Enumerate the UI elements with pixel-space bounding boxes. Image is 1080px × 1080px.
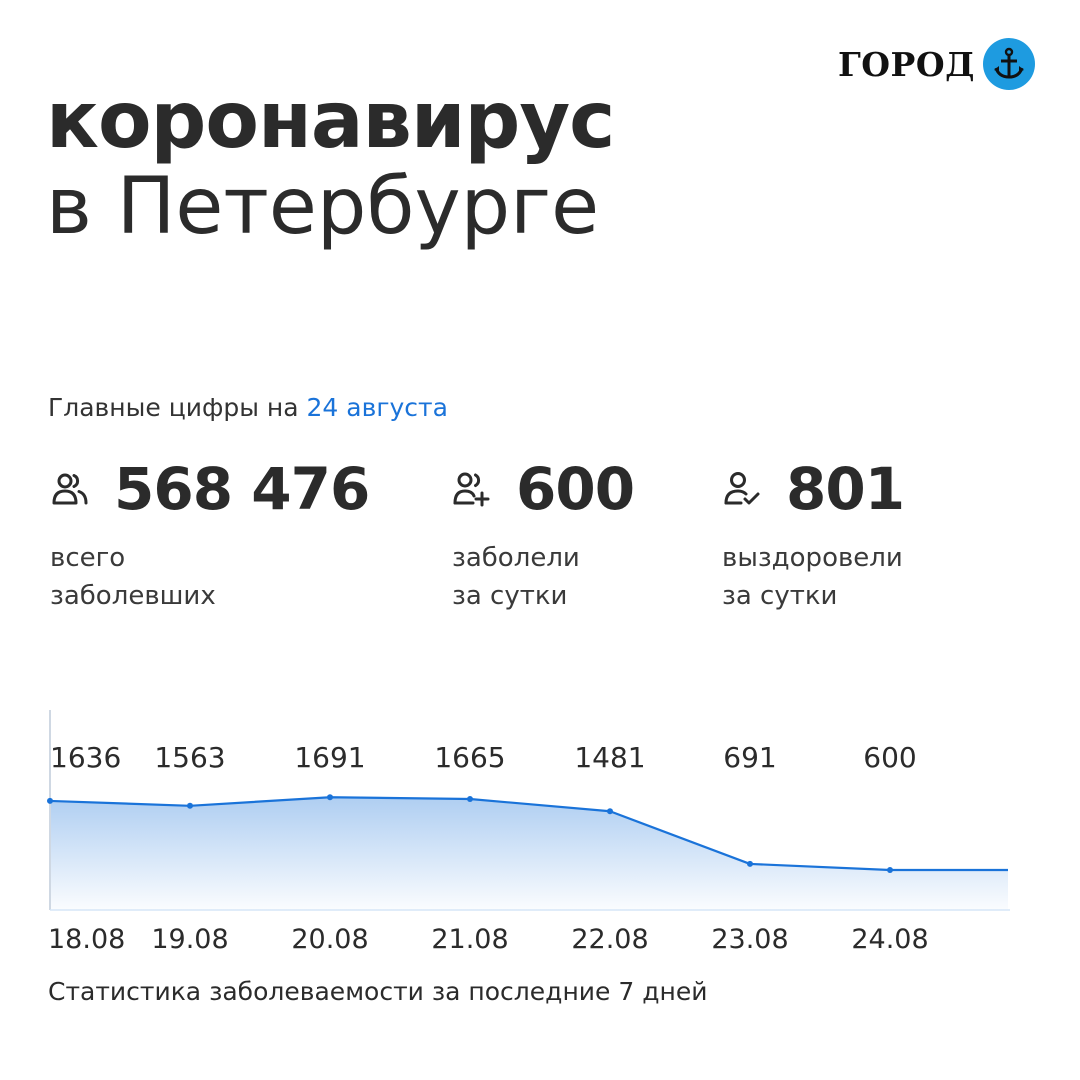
stat-new-cases-label-2: за сутки xyxy=(452,581,568,611)
chart-caption: Статистика заболеваемости за последние 7… xyxy=(48,977,708,1006)
chart-point-21.08 xyxy=(467,796,473,802)
person-add-icon xyxy=(453,472,490,507)
cases-area-chart: 1636 1563 1691 1665 1481 691 600 18.08 19.08 20.… xyxy=(47,710,1010,955)
stat-total-cases-label-2: заболевших xyxy=(50,581,216,611)
chart-x-tick-23.08: 23.08 xyxy=(711,924,788,955)
chart-x-tick-19.08: 19.08 xyxy=(151,924,228,955)
chart-value-label-19.08: 1563 xyxy=(154,741,225,774)
stat-recovered-label-1: выздоровели xyxy=(722,543,903,573)
chart-point-22.08 xyxy=(607,808,613,815)
chart-x-tick-24.08: 24.08 xyxy=(851,924,928,955)
stat-recovered-value: 801 xyxy=(786,455,905,523)
chart-x-tick-18.08: 18.08 xyxy=(48,924,125,955)
anchor-icon xyxy=(982,38,1035,90)
chart-value-label-22.08: 1481 xyxy=(574,741,645,774)
brand-name: ГОРОД xyxy=(838,44,975,84)
page-subtitle: в Петербурге xyxy=(46,162,600,252)
chart-x-tick-20.08: 20.08 xyxy=(291,924,368,955)
stat-new-cases: 600 заболели за сутки xyxy=(452,455,635,615)
chart-point-18.08 xyxy=(47,797,53,804)
chart-point-23.08 xyxy=(747,860,753,867)
stat-total-cases-value: 568 476 xyxy=(114,455,370,523)
chart-x-tick-21.08: 21.08 xyxy=(431,924,508,955)
person-check-icon xyxy=(724,472,760,505)
key-figures-prefix: Главные цифры на xyxy=(48,393,299,422)
stat-recovered-label-2: за сутки xyxy=(722,581,838,611)
stat-new-cases-label-1: заболели xyxy=(452,543,580,573)
chart-value-label-18.08: 1636 xyxy=(50,741,121,774)
chart-series-line xyxy=(49,796,1008,872)
chart-point-20.08 xyxy=(327,794,333,801)
chart-value-label-24.08: 600 xyxy=(863,741,916,774)
stat-total-cases: 568 476 всего заболевших xyxy=(50,455,370,615)
brand-logo: ГОРОД xyxy=(838,36,1035,92)
key-figures-date: 24 августа xyxy=(306,393,448,422)
people-icon xyxy=(52,473,88,505)
chart-value-label-20.08: 1691 xyxy=(294,741,365,774)
chart-x-tick-22.08: 22.08 xyxy=(571,924,648,955)
page-title: коронавирус xyxy=(46,76,615,166)
chart-area-fill xyxy=(50,797,1008,910)
chart-value-label-23.08: 691 xyxy=(723,741,776,774)
chart-point-24.08 xyxy=(887,867,893,873)
key-figures-heading: Главные цифры на 24 августа xyxy=(48,393,448,422)
stat-new-cases-value: 600 xyxy=(516,455,635,523)
stat-total-cases-label-1: всего xyxy=(50,543,126,573)
chart-point-19.08 xyxy=(187,802,193,809)
chart-value-label-21.08: 1665 xyxy=(434,741,505,774)
stat-recovered: 801 выздоровели за сутки xyxy=(722,455,905,615)
